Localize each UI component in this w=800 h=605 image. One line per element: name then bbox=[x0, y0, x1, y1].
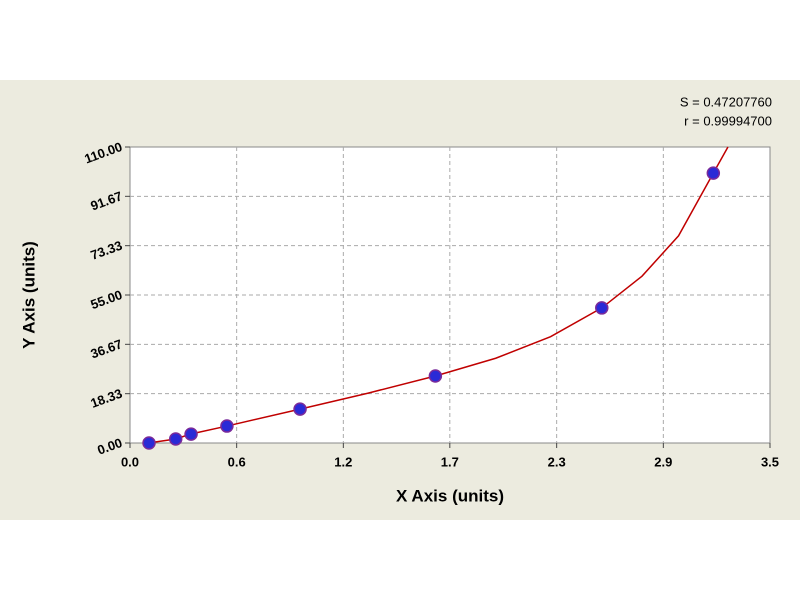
data-point bbox=[142, 436, 156, 450]
data-point bbox=[184, 427, 198, 441]
data-point bbox=[168, 432, 183, 446]
x-tick-label: 0.6 bbox=[228, 454, 246, 469]
annotation: S = 0.47207760 bbox=[680, 94, 772, 109]
x-tick-label: 1.2 bbox=[334, 454, 352, 469]
y-axis-title: Y Axis (units) bbox=[19, 241, 38, 349]
x-tick-label: 0.0 bbox=[121, 454, 139, 469]
x-tick-label: 1.7 bbox=[441, 454, 459, 469]
x-tick-label: 3.5 bbox=[761, 454, 779, 469]
data-point bbox=[220, 419, 234, 433]
x-tick-label: 2.9 bbox=[654, 454, 672, 469]
x-tick-label: 2.3 bbox=[548, 454, 566, 469]
data-point bbox=[595, 301, 609, 315]
data-point bbox=[706, 166, 721, 180]
x-axis-title: X Axis (units) bbox=[396, 486, 504, 505]
annotation: r = 0.99994700 bbox=[684, 113, 772, 128]
data-point bbox=[428, 369, 443, 383]
data-point bbox=[293, 402, 307, 416]
